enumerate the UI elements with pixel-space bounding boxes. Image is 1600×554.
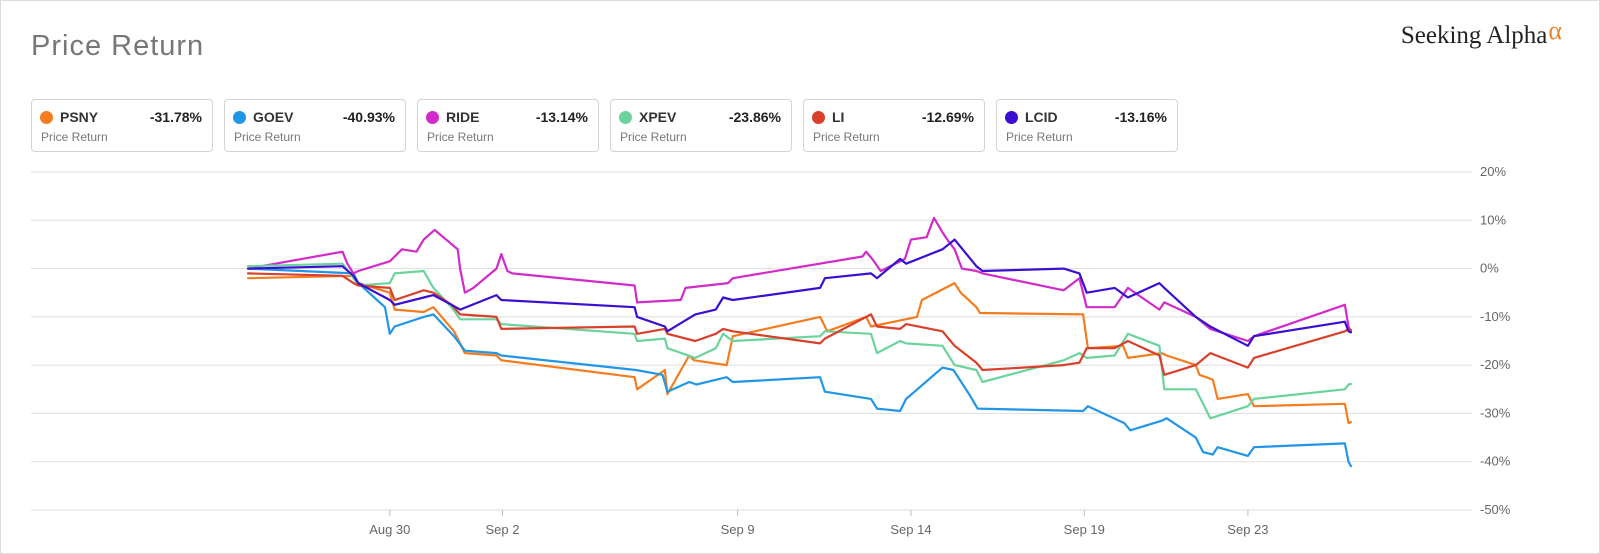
y-tick-label: -20% bbox=[1480, 357, 1511, 372]
legend-label: Price Return bbox=[234, 130, 301, 144]
legend-return-value: -13.14% bbox=[535, 109, 588, 125]
y-tick-label: -10% bbox=[1480, 309, 1511, 324]
legend-card-psny[interactable]: PSNY -31.78% Price Return bbox=[31, 99, 213, 152]
x-tick-label: Sep 9 bbox=[721, 522, 755, 537]
y-tick-label: 0% bbox=[1480, 261, 1499, 276]
y-tick-label: 20% bbox=[1480, 164, 1506, 179]
lcid-dot-icon bbox=[1005, 110, 1018, 124]
legend-return-value: -13.16% bbox=[1114, 109, 1167, 125]
x-tick-label: Aug 30 bbox=[369, 522, 410, 537]
legend-ticker: RIDE bbox=[446, 109, 480, 125]
y-tick-label: -50% bbox=[1480, 502, 1511, 517]
legend-label: Price Return bbox=[620, 130, 687, 144]
y-tick-label: -40% bbox=[1480, 454, 1511, 469]
legend-card-xpev[interactable]: XPEV -23.86% Price Return bbox=[610, 99, 792, 152]
goev-dot-icon bbox=[233, 110, 246, 124]
li-dot-icon bbox=[812, 110, 825, 124]
x-tick-label: Sep 23 bbox=[1227, 522, 1268, 537]
legend-ticker: GOEV bbox=[253, 109, 294, 125]
legend-return-value: -40.93% bbox=[342, 109, 395, 125]
series-line-ride bbox=[246, 216, 1353, 343]
series-line-goev bbox=[246, 267, 1353, 468]
series-line-psny bbox=[246, 274, 1353, 425]
legend-card-goev[interactable]: GOEV -40.93% Price Return bbox=[224, 99, 406, 152]
legend-ticker: LCID bbox=[1025, 109, 1058, 125]
legend-label: Price Return bbox=[1006, 130, 1073, 144]
y-tick-label: 10% bbox=[1480, 212, 1506, 227]
seeking-alpha-logo[interactable]: Seeking Alpha α bbox=[1400, 16, 1562, 50]
series-line-li bbox=[246, 272, 1353, 376]
legend-ticker: XPEV bbox=[639, 109, 677, 125]
xpev-dot-icon bbox=[619, 110, 632, 124]
y-tick-label: -30% bbox=[1480, 405, 1511, 420]
psny-dot-icon bbox=[40, 110, 53, 124]
x-tick-label: Sep 19 bbox=[1064, 522, 1105, 537]
legend-card-lcid[interactable]: LCID -13.16% Price Return bbox=[996, 99, 1178, 152]
x-tick-label: Sep 2 bbox=[486, 522, 520, 537]
legend-return-value: -12.69% bbox=[921, 109, 974, 125]
series-line-xpev bbox=[246, 262, 1353, 420]
legend-card-ride[interactable]: RIDE -13.14% Price Return bbox=[417, 99, 599, 152]
legend-ticker: PSNY bbox=[60, 109, 99, 125]
logo-text: Seeking Alpha bbox=[1400, 22, 1548, 49]
legend-label: Price Return bbox=[41, 130, 108, 144]
legend: PSNY -31.78% Price Return GOEV -40.93% P… bbox=[31, 99, 1178, 152]
legend-card-li[interactable]: LI -12.69% Price Return bbox=[803, 99, 985, 152]
legend-label: Price Return bbox=[813, 130, 880, 144]
legend-label: Price Return bbox=[427, 130, 494, 144]
x-tick-label: Sep 14 bbox=[890, 522, 931, 537]
legend-ticker: LI bbox=[832, 109, 845, 125]
page-title: Price Return bbox=[31, 30, 205, 62]
legend-return-value: -31.78% bbox=[149, 109, 202, 125]
alpha-icon: α bbox=[1548, 16, 1562, 45]
legend-return-value: -23.86% bbox=[728, 109, 781, 125]
ride-dot-icon bbox=[426, 110, 439, 124]
series-line-lcid bbox=[246, 238, 1353, 347]
